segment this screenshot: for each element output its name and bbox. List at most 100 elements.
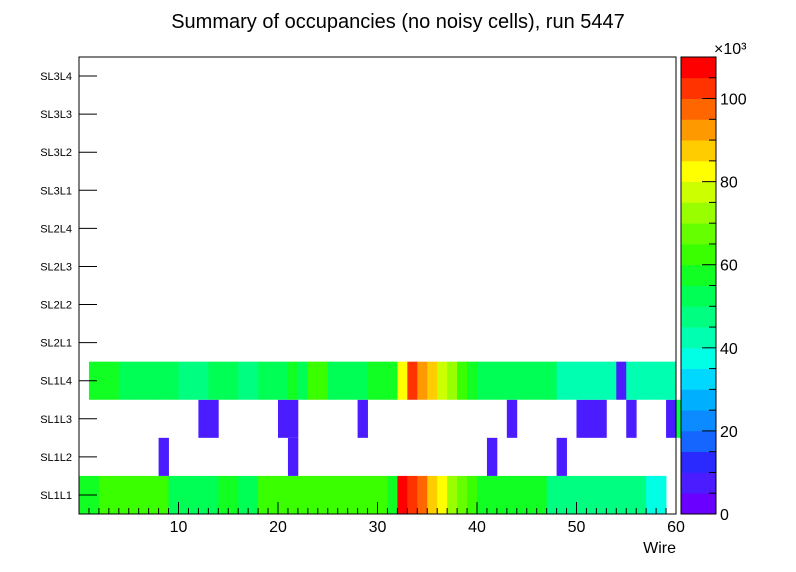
heatmap-cell [128, 475, 140, 514]
x-axis: 10 20 30 40 50 60 [88, 502, 685, 536]
heatmap-cell [248, 475, 259, 514]
heatmap-cell [178, 361, 189, 400]
y-axis: SL1L1 SL1L2 SL1L3 SL1L4 SL2L1 SL2L2 SL2L3 SL2L4… [40, 71, 97, 502]
x-tick-label: 30 [369, 519, 387, 536]
y-tick-label: SL3L1 [40, 185, 72, 197]
z-tick-label: 40 [720, 341, 738, 358]
heatmap-cell [407, 361, 418, 400]
heatmap-cell [198, 399, 209, 438]
heatmap-cell [656, 475, 667, 514]
heatmap-cell [287, 475, 299, 514]
z-tick-label: 20 [720, 424, 738, 441]
heatmap-cell [666, 399, 677, 438]
z-tick-label: 80 [720, 175, 738, 192]
heatmap-cell [606, 361, 617, 400]
heatmap-cell [98, 361, 110, 400]
heatmap-cell [526, 361, 538, 400]
x-tick-label: 40 [468, 519, 486, 536]
heatmap-cell [397, 475, 408, 514]
heatmap-cell [477, 361, 488, 400]
heatmap-cell [337, 361, 349, 400]
heatmap-cell [646, 361, 657, 400]
palette-swatch [681, 140, 716, 162]
heatmap-cell [546, 361, 557, 400]
y-tick-label: SL3L4 [40, 71, 72, 83]
palette-swatch [681, 77, 716, 99]
heatmap-cell [576, 361, 587, 400]
heatmap-cell [457, 475, 468, 514]
heatmap-cell [337, 475, 349, 514]
heatmap-cell [447, 361, 458, 400]
z-tick-label: 0 [720, 507, 729, 524]
heatmap-cell [138, 361, 150, 400]
heatmap-cell [656, 361, 667, 400]
heatmap-cell [486, 475, 498, 514]
heatmap-cell [118, 475, 130, 514]
heatmap-cell [268, 361, 279, 400]
palette-swatch [681, 389, 716, 411]
heatmap-cell [278, 475, 289, 514]
x-tick-label: 20 [269, 519, 287, 536]
heatmap-cell [377, 361, 388, 400]
heatmap-cell [616, 361, 627, 400]
heatmap-cell [636, 361, 647, 400]
heatmap-cell [347, 475, 358, 514]
heatmap-cell [626, 399, 637, 438]
heatmap-cell [188, 361, 199, 400]
heatmap-cell [218, 475, 229, 514]
heatmap-cell [626, 361, 637, 400]
heatmap-cell [208, 361, 219, 400]
heatmap-cell [198, 475, 209, 514]
heatmap-cell [218, 361, 229, 400]
heatmap-cell [238, 361, 249, 400]
palette-swatch [681, 451, 716, 473]
heatmap-cell [198, 361, 209, 400]
heatmap-cell [536, 475, 548, 514]
heatmap-cell [387, 361, 398, 400]
heatmap-cell [297, 475, 309, 514]
heatmap-cell [477, 475, 488, 514]
heatmap-cell [397, 361, 408, 400]
y-tick-label: SL1L3 [40, 414, 72, 426]
heatmap-cell [158, 361, 169, 400]
heatmap-cell [407, 475, 418, 514]
heatmap-cell [228, 361, 239, 400]
palette-swatch [681, 327, 716, 349]
heatmap-cell [317, 475, 329, 514]
y-tick-label: SL3L3 [40, 109, 72, 121]
palette-swatch [681, 410, 716, 432]
heatmap-cell [457, 361, 468, 400]
heatmap-cell [357, 475, 368, 514]
heatmap-cell [486, 361, 498, 400]
palette-swatch [681, 223, 716, 245]
palette-swatch [681, 181, 716, 203]
heatmap-cell [278, 361, 289, 400]
chart-title: Summary of occupancies (no noisy cells),… [171, 11, 625, 33]
heatmap-cell [427, 361, 438, 400]
heatmap-cell [367, 361, 378, 400]
heatmap-cell [636, 475, 647, 514]
heatmap-cell [158, 437, 169, 476]
palette-swatch [681, 368, 716, 390]
palette-swatch [681, 57, 716, 79]
heatmap-cell [506, 361, 518, 400]
heatmap-cell [287, 361, 299, 400]
y-tick-label: SL2L2 [40, 300, 72, 312]
heatmap-cell [646, 475, 657, 514]
palette-swatch [681, 347, 716, 369]
y-tick-label: SL2L4 [40, 223, 72, 235]
heatmap-cell [427, 475, 438, 514]
heatmap-cell [258, 361, 269, 400]
heatmap-cell [556, 475, 567, 514]
heatmap-cell [287, 399, 299, 438]
heatmap-cell [586, 361, 597, 400]
heatmap-cell [467, 475, 478, 514]
palette-swatch [681, 243, 716, 266]
palette-swatch [681, 98, 716, 120]
heatmap-cell [566, 475, 577, 514]
heatmap-cell [327, 475, 339, 514]
heatmap-cell [268, 475, 279, 514]
z-multiplier: ×10³ [714, 41, 747, 58]
heatmap-cell [297, 361, 309, 400]
